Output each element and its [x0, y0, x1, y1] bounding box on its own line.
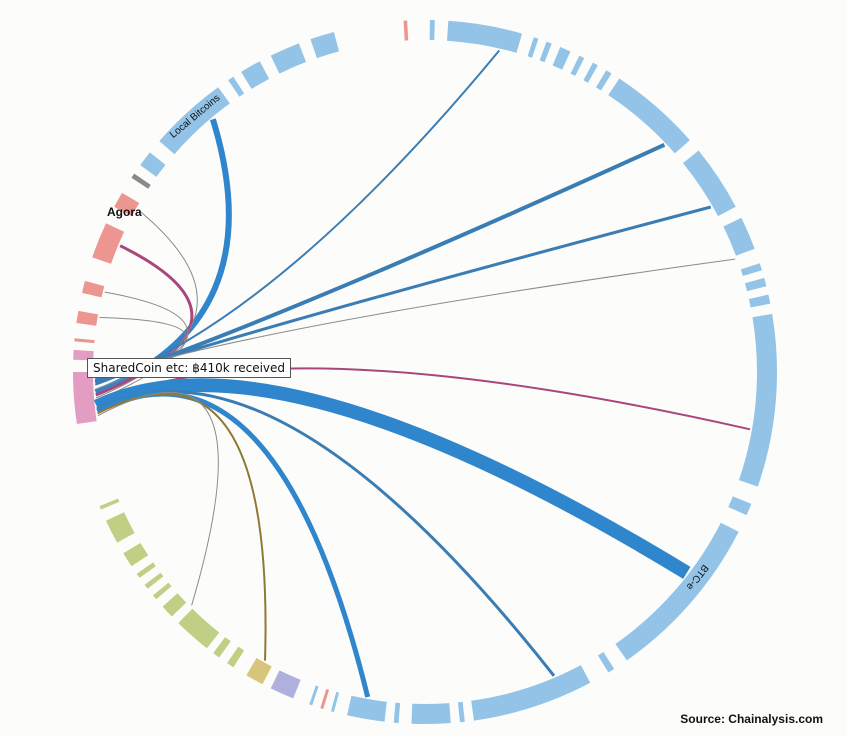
arc-exchange-28[interactable]: [228, 76, 245, 97]
arc-exchange-10[interactable]: [683, 150, 736, 217]
arc-exchange-22[interactable]: [393, 702, 401, 724]
arc-exchange-11[interactable]: [723, 217, 755, 256]
arc-market-6[interactable]: [114, 192, 140, 217]
arc-exchange-7[interactable]: [583, 62, 598, 83]
arc-market-bottom[interactable]: [320, 688, 330, 709]
ribbon-btc-e: [93, 378, 691, 579]
arc-gambling-2[interactable]: [213, 637, 231, 658]
ribbon-market-4: [96, 291, 189, 402]
ribbon-exchange-2: [94, 49, 501, 386]
arc-exchange-12[interactable]: [740, 263, 762, 277]
arc-exchange-21[interactable]: [411, 703, 451, 724]
arc-other-gold[interactable]: [246, 658, 272, 685]
arc-gambling-1[interactable]: [227, 646, 245, 668]
mixer-tooltip: SharedCoin etc: ฿410k received: [87, 358, 292, 378]
arc-market-4[interactable]: [82, 280, 105, 298]
arc-exchange-16[interactable]: [728, 496, 752, 516]
arc-shared-coin[interactable]: [73, 372, 97, 425]
arc-other-purple[interactable]: [270, 670, 301, 699]
arc-exchange-1[interactable]: [429, 20, 435, 41]
agora-label: Agora: [107, 205, 142, 219]
arc-exchange-8[interactable]: [595, 70, 612, 91]
arc-gambling-5[interactable]: [152, 582, 172, 600]
arc-agora[interactable]: [92, 223, 125, 264]
arc-exchange-31[interactable]: [310, 31, 340, 59]
arc-local-bitcoins[interactable]: [159, 87, 230, 155]
arc-exchange-3[interactable]: [527, 37, 539, 58]
ribbon-gambling-3: [97, 391, 219, 606]
arc-gambling-4[interactable]: [162, 593, 187, 617]
arc-grey-1[interactable]: [131, 173, 151, 189]
ribbon-exchange-19: [96, 390, 556, 677]
arc-exchange-2[interactable]: [447, 20, 523, 53]
arc-exchange-20[interactable]: [457, 701, 465, 723]
arc-exchange-15[interactable]: [738, 313, 777, 487]
arc-gambling-9[interactable]: [105, 512, 135, 543]
arc-exchange-25[interactable]: [309, 685, 319, 706]
arc-exchange-4[interactable]: [539, 41, 552, 63]
arc-exchange-5[interactable]: [552, 47, 571, 70]
arc-gambling-10[interactable]: [99, 498, 120, 510]
arc-gambling-3[interactable]: [178, 608, 220, 649]
arc-mixer-2[interactable]: [73, 349, 94, 361]
source-credit: Source: Chainalysis.com: [680, 712, 823, 726]
arc-exchange-13[interactable]: [744, 277, 767, 292]
arc-exchange-14[interactable]: [748, 294, 771, 308]
arc-exchange-19[interactable]: [471, 665, 591, 721]
arcs: [73, 20, 777, 724]
arc-labels: Agora Local Bitcoins BTC-e: [107, 93, 710, 592]
arc-market-3[interactable]: [76, 310, 99, 326]
arc-btc-e[interactable]: [615, 522, 739, 661]
arc-gambling-7[interactable]: [136, 562, 156, 578]
arc-market-2[interactable]: [74, 338, 95, 344]
arc-exchange-18[interactable]: [597, 652, 615, 673]
arc-market-top[interactable]: [403, 20, 409, 41]
arc-gambling-6[interactable]: [144, 572, 164, 589]
arc-gambling-8[interactable]: [123, 542, 149, 567]
arc-exchange-6[interactable]: [570, 55, 585, 76]
arc-exchange-26[interactable]: [140, 152, 166, 177]
arc-exchange-30[interactable]: [270, 43, 307, 74]
arc-exchange-29[interactable]: [241, 61, 270, 89]
arc-exchange-23[interactable]: [347, 695, 387, 722]
ribbon-local-bitcoins: [94, 118, 232, 395]
arc-exchange-24[interactable]: [330, 691, 340, 713]
arc-exchange-9[interactable]: [608, 78, 690, 154]
ribbon-exchange-10: [94, 205, 712, 382]
